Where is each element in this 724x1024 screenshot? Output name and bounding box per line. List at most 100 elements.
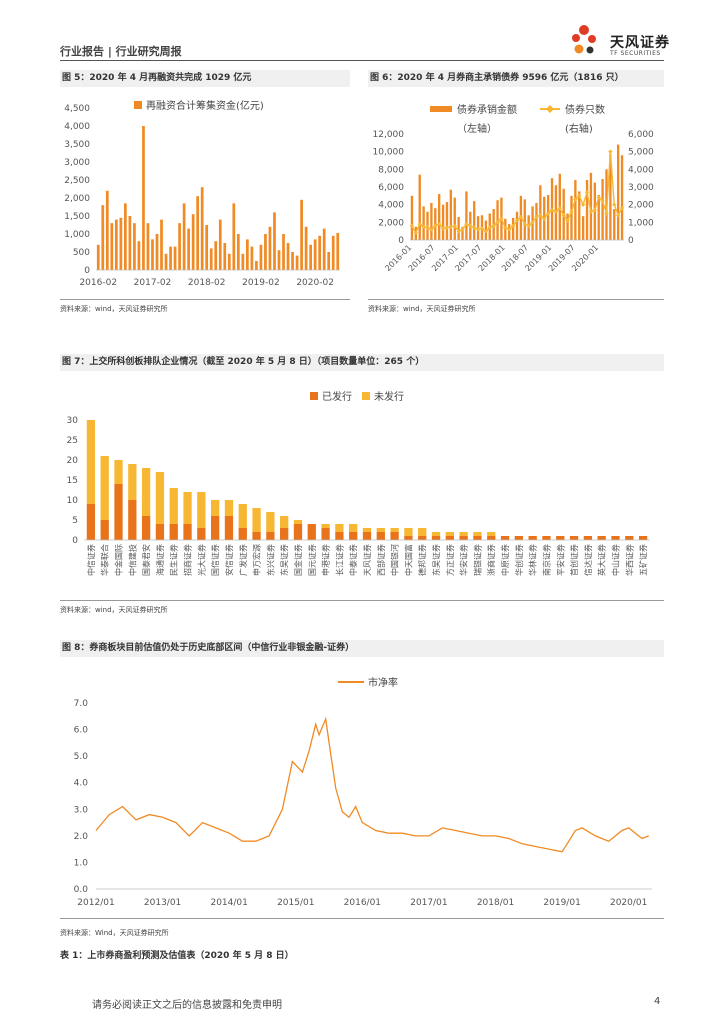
fig5-bar	[114, 219, 118, 270]
fig6-title: 图 6：2020 年 4 月券商主承销债券 9596 亿元（1816 只）	[368, 70, 664, 87]
fig5-chart: 再融资合计筹集资金(亿元) 4,500 4,000 3,500 3,000 2,500 2…	[64, 99, 340, 288]
fig8-y-tick: 4.0	[74, 779, 89, 789]
fig6-count-point	[495, 220, 500, 225]
fig5-bar	[331, 235, 335, 270]
fig7-bar-issued	[583, 536, 593, 540]
fig5-bar	[232, 203, 236, 270]
fig7-bar-issued	[114, 484, 123, 540]
fig5-bar	[191, 214, 195, 270]
fig7-bar-pending	[155, 472, 165, 524]
fig7-bar-issued	[569, 536, 579, 540]
fig7-x-tick: 光大证券	[196, 544, 206, 576]
fig5-bar	[227, 253, 231, 270]
fig6-bar	[546, 194, 550, 240]
fig6-source: 资料来源：wind，天风证券研究所	[368, 305, 476, 313]
fig8-source-rule	[60, 918, 664, 919]
fig7-x-tick: 西部证券	[376, 544, 386, 576]
fig6-count-point	[421, 224, 426, 229]
fig6-count-point	[468, 223, 473, 229]
fig6-count-point	[542, 216, 547, 221]
fig6-count-point	[612, 202, 617, 207]
fig5-x-tick: 2020-02	[296, 278, 334, 288]
fig6-y-left-tick: 2,000	[378, 218, 404, 228]
fig7-y-tick: 25	[67, 436, 78, 446]
logo-flower-icon	[572, 25, 596, 54]
fig7-title: 图 7：上交所科创板排队企业情况（截至 2020 年 5 月 8 日）（项目数量…	[60, 354, 664, 371]
fig6-y-left-tick: 6,000	[378, 183, 404, 193]
fig7-bar-issued	[349, 532, 358, 540]
fig7-bar-issued	[638, 536, 648, 540]
fig7-x-tick: 申港证券	[321, 544, 331, 576]
fig7-bar-pending	[128, 464, 137, 500]
fig8-y-tick: 5.0	[74, 752, 89, 762]
fig7-bar-pending	[252, 508, 261, 532]
fig6-count-point	[580, 202, 586, 207]
fig7-bar-pending	[445, 532, 454, 536]
fig5-bar	[336, 232, 340, 270]
fig7-x-tick: 国信证券	[210, 544, 220, 576]
fig8-x-tick: 2019/01	[543, 898, 580, 908]
fig6-count-point	[475, 227, 481, 232]
fig5-y-tick: 4,500	[64, 104, 90, 114]
fig6-count-point	[460, 227, 465, 232]
fig6-bar	[496, 200, 499, 240]
fig7-x-tick: 国元证券	[307, 544, 317, 576]
fig5-bar	[282, 234, 285, 270]
fig7-x-tick: 中信建投	[127, 544, 137, 576]
fig7-x-tick: 平安证券	[555, 544, 565, 576]
fig8-pb-line	[95, 716, 649, 853]
fig8-x-tick: 2014/01	[210, 898, 247, 908]
fig7-source: 资料来源：wind，天风证券研究所	[60, 606, 168, 614]
fig7-bar-pending	[487, 532, 496, 536]
fig5-bar	[160, 219, 163, 270]
fig5-x-tick: 2019-02	[242, 278, 280, 288]
fig7-bar-issued	[431, 536, 441, 540]
fig6-legend-swatch-bars	[430, 106, 452, 112]
fig5-legend-label: 再融资合计筹集资金(亿元)	[146, 99, 264, 112]
fig5-y-tick: 4,000	[64, 122, 90, 132]
fig6-count-point	[596, 195, 601, 200]
fig6-y-right-tick: 2,000	[628, 201, 654, 211]
fig6-bar	[461, 226, 464, 240]
fig5-bar	[209, 248, 213, 270]
fig6-count-point	[472, 225, 477, 230]
fig7-x-tick: 中泰证券	[348, 544, 358, 576]
logo-text-en: TF SECURITIES	[610, 50, 661, 57]
fig5-bar	[173, 246, 177, 270]
fig7-x-tick: 中天国富	[403, 544, 413, 576]
fig6-bar	[465, 191, 468, 240]
fig7-bar-pending	[362, 528, 372, 532]
fig8-x-tick: 2012/01	[77, 898, 114, 908]
fig5-y-tick: 0	[84, 266, 90, 276]
fig7-bar-pending	[169, 488, 178, 524]
fig8-y-tick: 1.0	[74, 858, 89, 868]
fig7-bar-issued	[390, 532, 399, 540]
fig7-x-tick: 英大证券	[597, 544, 607, 576]
fig6-y-right-tick: 6,000	[628, 130, 654, 140]
logo-text-cn: 天风证券	[610, 35, 670, 51]
fig6-legend-label-line: 债券只数	[565, 103, 605, 116]
fig7-x-tick: 东兴证券	[265, 544, 275, 576]
fig7-bar-issued	[280, 528, 289, 540]
fig7-bar-issued	[128, 500, 137, 540]
fig7-legend-swatch-issued	[310, 392, 318, 400]
fig5-bar	[327, 252, 331, 270]
fig7-bar-pending	[197, 492, 206, 528]
fig6-bar	[457, 217, 460, 240]
fig6-y-left-tick: 0	[398, 236, 404, 246]
company-logo	[572, 25, 596, 54]
fig6-bar	[597, 194, 600, 240]
fig7-bar-pending	[376, 528, 385, 532]
fig6-bar	[581, 216, 585, 240]
fig6-count-point	[538, 213, 543, 218]
fig8-y-tick: 6.0	[74, 726, 89, 736]
fig7-bar-issued	[238, 528, 247, 540]
fig5-bar	[291, 252, 294, 270]
fig5-y-tick: 3,500	[64, 140, 90, 150]
fig7-bar-issued	[514, 536, 523, 540]
fig5-bar	[255, 261, 258, 270]
fig5-bar	[309, 244, 312, 270]
fig5-bar	[313, 239, 317, 270]
fig5-bar	[300, 199, 303, 270]
fig5-bar	[137, 241, 141, 270]
